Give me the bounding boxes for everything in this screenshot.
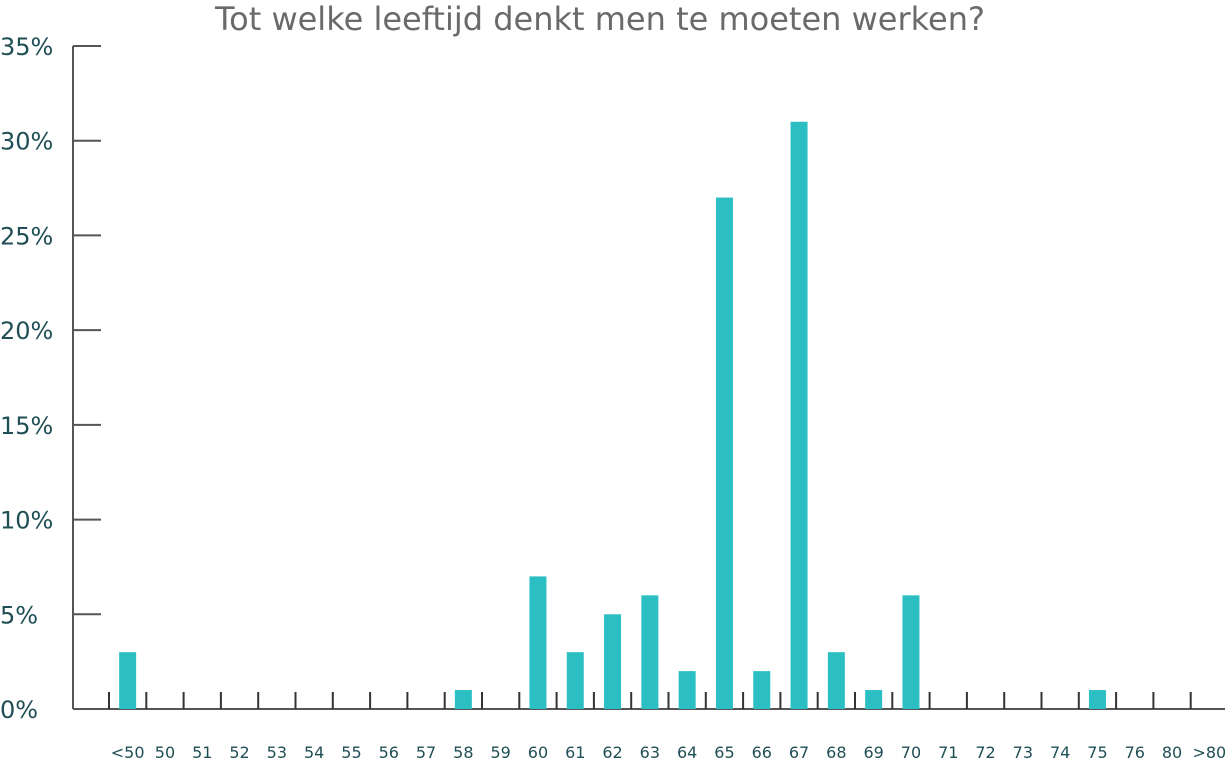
bar	[454, 690, 472, 709]
bar	[715, 197, 733, 710]
y-tick-label: 15%	[0, 412, 53, 440]
x-tick-label: 72	[975, 743, 995, 762]
bar	[604, 614, 622, 709]
x-tick-label: 64	[677, 743, 697, 762]
x-tick-label: 53	[267, 743, 287, 762]
x-tick-label: <50	[111, 743, 145, 762]
y-tick-label: 5%	[0, 601, 38, 629]
bar	[865, 690, 883, 709]
x-tick-label: 80	[1162, 743, 1182, 762]
x-tick-label: 60	[528, 743, 548, 762]
x-tick-label: 69	[863, 743, 883, 762]
bar	[902, 595, 920, 709]
x-tick-label: 66	[752, 743, 772, 762]
y-tick-label: 20%	[0, 317, 53, 345]
bar	[790, 121, 808, 710]
x-tick-label: >80	[1192, 743, 1225, 762]
x-tick-label: 56	[379, 743, 399, 762]
y-tick-label: 0%	[0, 696, 38, 724]
x-tick-label: 50	[155, 743, 175, 762]
x-tick-label: 74	[1050, 743, 1070, 762]
x-tick-label: 55	[341, 743, 361, 762]
bar	[678, 671, 696, 709]
x-tick-label: 57	[416, 743, 436, 762]
x-tick-label: 62	[602, 743, 622, 762]
x-tick-label: 68	[826, 743, 846, 762]
x-tick-label: 71	[938, 743, 958, 762]
x-axis: <50 50 51 52 53 54 55 56 57 58 59 60 61 62 63 64 65 66 67 6…	[73, 692, 1225, 762]
x-tick-label: 70	[901, 743, 921, 762]
x-tick-label: 59	[490, 743, 510, 762]
x-tick-label: 67	[789, 743, 809, 762]
bar	[641, 595, 659, 709]
y-tick-label: 25%	[0, 222, 53, 250]
x-tick-label: 54	[304, 743, 324, 762]
x-tick-label: 61	[565, 743, 585, 762]
x-tick-label: 75	[1087, 743, 1107, 762]
bar	[529, 576, 547, 709]
x-tick-label: 58	[453, 743, 473, 762]
y-axis: 0% 5% 10% 15% 20% 25% 30% 35%	[0, 33, 101, 724]
bar	[566, 652, 584, 709]
bar	[119, 652, 137, 709]
x-tick-label: 63	[640, 743, 660, 762]
x-tick-label: 52	[229, 743, 249, 762]
bar	[753, 671, 771, 709]
x-tick-label: 51	[192, 743, 212, 762]
chart-title: Tot welke leeftijd denkt men te moeten w…	[214, 0, 985, 38]
y-tick-label: 10%	[0, 507, 53, 535]
bar	[1088, 690, 1106, 709]
bar	[827, 652, 845, 709]
y-tick-label: 35%	[0, 33, 53, 61]
bars	[119, 121, 1106, 710]
x-tick-label: 65	[714, 743, 734, 762]
x-tick-label: 73	[1013, 743, 1033, 762]
y-tick-label: 30%	[0, 128, 53, 156]
x-tick-label: 76	[1125, 743, 1145, 762]
